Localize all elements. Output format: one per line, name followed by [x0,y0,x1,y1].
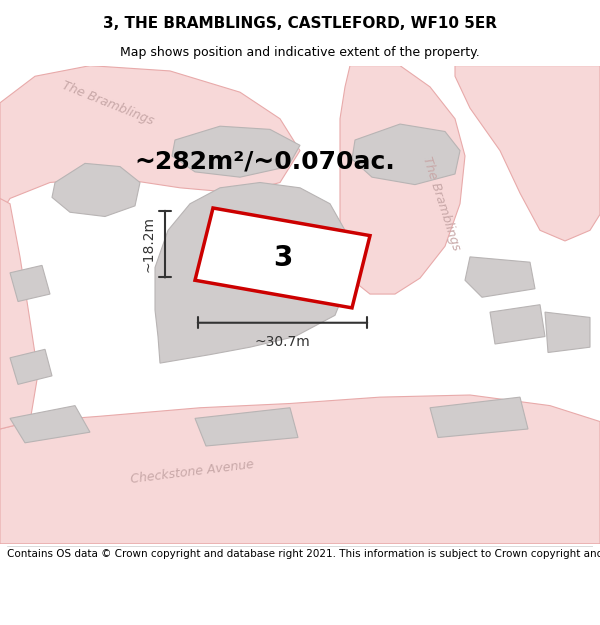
Text: ~282m²/~0.070ac.: ~282m²/~0.070ac. [134,149,395,173]
Polygon shape [195,208,370,308]
Polygon shape [465,257,535,298]
Polygon shape [10,406,90,442]
Polygon shape [490,304,545,344]
Text: 3, THE BRAMBLINGS, CASTLEFORD, WF10 5ER: 3, THE BRAMBLINGS, CASTLEFORD, WF10 5ER [103,16,497,31]
Polygon shape [545,312,590,352]
Polygon shape [10,266,50,301]
Text: Map shows position and indicative extent of the property.: Map shows position and indicative extent… [120,46,480,59]
Polygon shape [195,408,298,446]
Polygon shape [0,66,300,214]
Text: ~30.7m: ~30.7m [254,335,310,349]
Text: 3: 3 [274,244,293,272]
Polygon shape [0,199,38,429]
Text: ~18.2m: ~18.2m [142,216,156,272]
Polygon shape [10,349,52,384]
Polygon shape [352,124,460,184]
Polygon shape [430,397,528,437]
Text: The Bramblings: The Bramblings [60,79,155,127]
Text: Contains OS data © Crown copyright and database right 2021. This information is : Contains OS data © Crown copyright and d… [7,549,600,559]
Polygon shape [155,182,350,363]
Polygon shape [0,395,600,544]
Text: The Bramblings: The Bramblings [420,155,463,252]
Polygon shape [172,126,300,178]
Polygon shape [340,66,465,294]
Text: Checkstone Avenue: Checkstone Avenue [130,458,255,486]
Polygon shape [455,66,600,241]
Polygon shape [52,163,140,216]
